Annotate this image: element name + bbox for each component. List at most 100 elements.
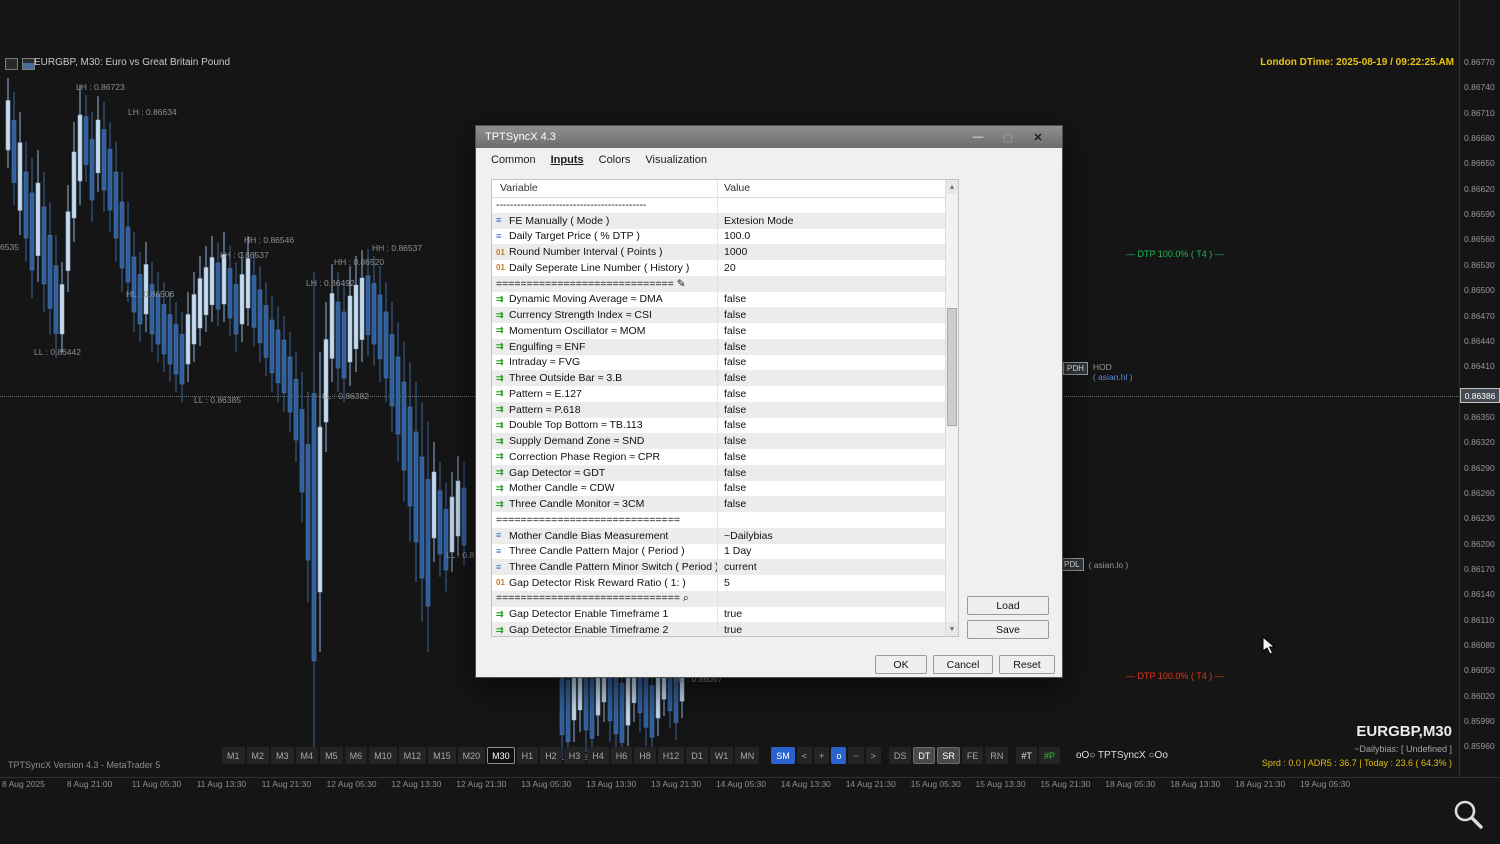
timeframe-h6-button[interactable]: H6 [610,747,633,764]
timeframe-m15-button[interactable]: M15 [428,747,456,764]
input-row[interactable]: ⇉ Mother Candle ≈ CDW false [492,480,945,497]
timeframe-m10-button[interactable]: M10 [369,747,397,764]
tab-common[interactable]: Common [491,154,536,166]
value-cell[interactable]: false [724,372,747,385]
variable-cell[interactable]: 01 Gap Detector Risk Reward Ratio ( 1: ) [492,575,718,591]
value-cell[interactable]: ~Dailybias [724,529,773,542]
variable-cell[interactable]: ⇉ Pattern ≈ P.618 [492,401,718,418]
tool-next-button[interactable]: > [865,747,881,764]
value-cell[interactable]: false [724,293,747,306]
input-row[interactable]: ⇉ Supply Demand Zone ≈ SND false [492,433,945,449]
variable-cell[interactable]: ⇉ Supply Demand Zone ≈ SND [492,433,718,449]
tool-plus-button[interactable]: + [814,747,830,764]
value-cell[interactable]: Extesion Mode [724,214,794,227]
variable-cell[interactable]: ⇉ Gap Detector Enable Timeframe 2 [492,622,718,636]
variable-cell[interactable]: ⇉ Mother Candle ≈ CDW [492,480,718,497]
timeframe-m2-button[interactable]: M2 [246,747,270,764]
load-button[interactable]: Load [967,596,1049,615]
vertical-scrollbar[interactable]: ▲ ▼ [945,180,958,636]
minimize-icon[interactable]: — [972,131,984,143]
input-row[interactable]: ⇉ Correction Phase Region ≈ CPR false [492,449,945,465]
timeframe-mn-button[interactable]: MN [735,747,760,764]
variable-cell[interactable]: ≡ Three Candle Pattern Minor Switch ( Per… [492,559,718,575]
cancel-button[interactable]: Cancel [933,655,993,674]
timeframe-m4-button[interactable]: M4 [295,747,319,764]
value-cell[interactable]: false [724,387,747,400]
input-row[interactable]: ⇉ Dynamic Moving Average ≈ DMA false [492,291,945,308]
variable-cell[interactable]: 01 Daily Seperate Line Number ( History ) [492,260,718,276]
variable-cell[interactable]: ⇉ Intraday ≈ FVG [492,354,718,371]
tool-sr-button[interactable]: SR [937,747,960,764]
input-row[interactable]: ⇉ Gap Detector Enable Timeframe 1 true [492,606,945,623]
variable-cell[interactable]: ⇉ Three Candle Monitor ≈ 3CM [492,496,718,512]
save-button[interactable]: Save [967,620,1049,639]
input-row[interactable]: ⇉ Currency Strength Index ≈ CSI false [492,307,945,323]
input-row[interactable]: ⇉ Three Outside Bar ≈ 3.B false [492,370,945,386]
chart-window-icon[interactable] [22,58,35,70]
input-row[interactable]: ============================= ✎ [492,275,945,292]
timeframe-m1-button[interactable]: M1 [222,747,245,764]
value-cell[interactable]: false [724,466,747,479]
input-row[interactable]: 01 Gap Detector Risk Reward Ratio ( 1: ) 5 [492,575,945,591]
input-row[interactable]: ⇉ Double Top Bottom ≈ TB.113 false [492,417,945,434]
value-cell[interactable]: 20 [724,261,736,274]
input-row[interactable]: 01 Daily Seperate Line Number ( History )… [492,260,945,276]
timeframe-h8-button[interactable]: H8 [634,747,656,764]
chart-grid-icon[interactable] [5,58,18,70]
value-cell[interactable]: false [724,309,747,322]
maximize-icon[interactable]: ▢ [1002,131,1014,144]
input-row[interactable]: ≡ Daily Target Price ( % DTP ) 100.0 [492,228,945,245]
price-axis[interactable]: 0.86770 0.86740 0.86710 0.86680 0.86650 0.866… [1460,0,1500,777]
ok-button[interactable]: OK [875,655,927,674]
variable-cell[interactable]: ≡ FE Manually ( Mode ) [492,212,718,229]
value-cell[interactable]: true [724,608,743,621]
variable-cell[interactable]: ⇉ Three Outside Bar ≈ 3.B [492,370,718,386]
input-row[interactable]: ⇉ Gap Detector Enable Timeframe 2 true [492,622,945,636]
input-row[interactable]: ⇉ Momentum Oscillator ≈ MOM false [492,323,945,339]
timeframe-h1-button[interactable]: H1 [516,747,539,764]
value-cell[interactable]: false [724,403,747,416]
timeframe-d1-button[interactable]: D1 [686,747,708,764]
input-row[interactable]: ============================== [492,512,945,528]
reset-button[interactable]: Reset [999,655,1055,674]
variable-cell[interactable]: ⇉ Double Top Bottom ≈ TB.113 [492,417,718,434]
value-cell[interactable]: false [724,498,747,511]
tab-inputs[interactable]: Inputs [550,154,584,166]
value-cell[interactable]: 100.0 [724,230,751,243]
value-cell[interactable]: false [724,450,747,463]
input-row[interactable]: ⇉ Three Candle Monitor ≈ 3CM false [492,496,945,512]
tool-dt-button[interactable]: DT [913,747,936,764]
tool-minus-button[interactable]: − [848,747,864,764]
variable-cell[interactable]: ⇉ Correction Phase Region ≈ CPR [492,449,718,465]
tool-ds-button[interactable]: DS [888,747,912,764]
timeframe-h3-button[interactable]: H3 [563,747,586,764]
timeframe-w1-button[interactable]: W1 [709,747,734,764]
timeframe-m6-button[interactable]: M6 [344,747,368,764]
value-cell[interactable]: false [724,340,747,353]
timeframe-m30-button[interactable]: M30 [487,747,515,764]
timeframe-m20-button[interactable]: M20 [457,747,486,764]
tool-prev-button[interactable]: < [796,747,813,764]
scrollbar-thumb[interactable] [947,308,957,426]
variable-cell[interactable]: ≡ Mother Candle Bias Measurement [492,527,718,544]
variable-cell[interactable]: ≡ Three Candle Pattern Major ( Period ) [492,543,718,560]
variable-cell[interactable]: ⇉ Dynamic Moving Average ≈ DMA [492,291,718,308]
input-row[interactable]: ============================== ⌕ [492,590,945,607]
tab-visualization[interactable]: Visualization [645,154,707,166]
variable-cell[interactable]: ----------------------------------------… [492,197,718,213]
value-cell[interactable]: 1000 [724,246,748,259]
value-cell[interactable]: 1 Day [724,545,752,558]
input-row[interactable]: ----------------------------------------… [492,197,945,213]
variable-cell[interactable]: ============================== [492,512,718,528]
input-row[interactable]: 01 Round Number Interval ( Points ) 1000 [492,244,945,260]
tool-o-button[interactable]: o [831,747,847,764]
timeframe-m3-button[interactable]: M3 [271,747,294,764]
input-row[interactable]: ≡ FE Manually ( Mode ) Extesion Mode [492,212,945,229]
input-row[interactable]: ⇉ Pattern ≈ E.127 false [492,386,945,402]
value-cell[interactable]: current [724,561,757,574]
variable-cell[interactable]: ≡ Daily Target Price ( % DTP ) [492,228,718,245]
variable-cell[interactable]: ⇉ Engulfing ≈ ENF [492,338,718,355]
value-cell[interactable]: false [724,419,747,432]
value-cell[interactable]: 5 [724,576,730,589]
tool-rn-button[interactable]: RN [985,747,1009,764]
